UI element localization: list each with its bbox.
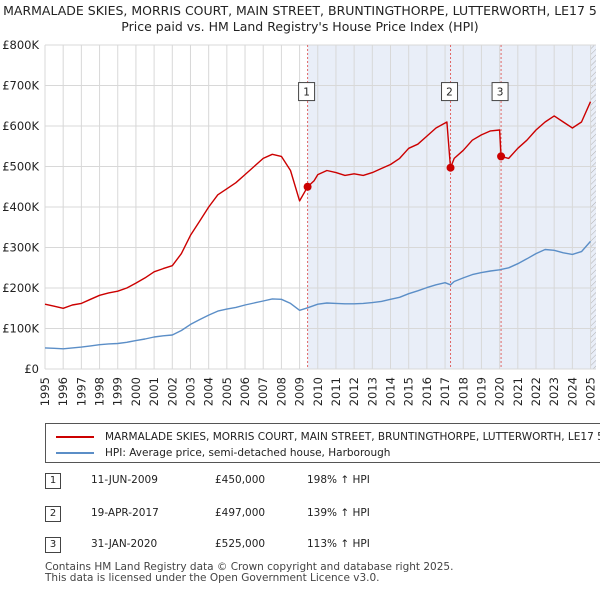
x-tick-label: 2023: [547, 377, 561, 406]
hpi-line: [44, 240, 592, 350]
x-tick-label: 2017: [438, 377, 452, 406]
y-tick-label: £500K: [2, 160, 39, 174]
x-tick-label: 2007: [256, 377, 270, 406]
x-tick-label: 2016: [420, 377, 434, 406]
x-tick-label: 2000: [129, 377, 143, 406]
x-tick-label: 2019: [474, 377, 488, 406]
y-tick-label: £0: [24, 362, 39, 376]
x-tick-label: 2010: [311, 377, 325, 406]
x-tick-label: 2008: [274, 377, 288, 406]
x-tick-label: 2015: [402, 377, 416, 406]
sale-point: [303, 182, 312, 191]
footer-copyright: Contains HM Land Registry data © Crown c…: [45, 561, 454, 573]
table-row: 1 11-JUN-2009 £450,000 198% ↑ HPI: [45, 473, 465, 491]
x-tick-label: 2022: [529, 377, 543, 406]
legend-line-price: [56, 436, 94, 438]
x-tick-label: 2005: [220, 377, 234, 406]
sale-label-box: [441, 82, 459, 102]
x-tick-label: 2024: [565, 377, 579, 406]
price-chart: 1 2 3 £0 £100K £200K £300K £400K £500K £600K £700…: [2, 38, 598, 406]
y-tick-label: £400K: [2, 200, 39, 214]
transaction-hpi: 113% ↑ HPI: [307, 538, 370, 550]
transaction-hpi: 198% ↑ HPI: [307, 474, 370, 486]
x-tick-label: 1997: [74, 377, 88, 406]
x-tick-label: 2002: [165, 377, 179, 406]
sale-points: [303, 152, 506, 191]
legend-line-hpi: [56, 452, 94, 454]
y-tick-label: £700K: [2, 79, 39, 93]
x-tick-label: 2011: [329, 377, 343, 406]
footer-licence: This data is licensed under the Open Gov…: [45, 572, 380, 584]
sale-label-box: [298, 82, 316, 102]
x-tick-label: 2009: [293, 377, 307, 406]
x-tick-label: 1998: [93, 377, 107, 406]
sale-label-number: 3: [497, 87, 504, 99]
x-axis: 1995 1996 1997 1998 1999 2000 2001 2002 2003 2004…: [38, 377, 598, 406]
y-tick-label: £200K: [2, 281, 39, 295]
transaction-badge: 1: [45, 473, 61, 489]
transaction-badge: 3: [45, 537, 61, 553]
sale-point: [446, 163, 455, 172]
legend-item-price: MARMALADE SKIES, MORRIS COURT, MAIN STRE…: [56, 429, 600, 445]
y-tick-label: £800K: [2, 38, 39, 52]
x-tick-label: 2025: [584, 377, 598, 406]
x-tick-label: 2013: [365, 377, 379, 406]
y-axis: £0 £100K £200K £300K £400K £500K £600K £700K £80…: [2, 38, 39, 376]
x-tick-label: 2020: [493, 377, 507, 406]
sale-label-box: [491, 82, 509, 102]
table-row: 3 31-JAN-2020 £525,000 113% ↑ HPI: [45, 537, 465, 555]
x-tick-label: 2018: [456, 377, 470, 406]
table-row: 2 19-APR-2017 £497,000 139% ↑ HPI: [45, 506, 465, 524]
x-tick-label: 2006: [238, 377, 252, 406]
x-tick-label: 1996: [56, 377, 70, 406]
legend-item-hpi: HPI: Average price, semi-detached house,…: [56, 445, 390, 461]
transaction-badge: 2: [45, 506, 61, 522]
transaction-date: 11-JUN-2009: [91, 474, 158, 486]
transaction-price: £497,000: [215, 507, 266, 519]
legend: MARMALADE SKIES, MORRIS COURT, MAIN STRE…: [45, 423, 600, 463]
y-tick-label: £300K: [2, 241, 39, 255]
series: [44, 101, 592, 350]
transaction-price: £525,000: [215, 538, 266, 550]
transaction-date: 19-APR-2017: [91, 507, 159, 519]
transaction-date: 31-JAN-2020: [91, 538, 158, 550]
transaction-price: £450,000: [215, 474, 266, 486]
chart-title-line2: Price paid vs. HM Land Registry's House …: [121, 19, 479, 34]
legend-label-price: MARMALADE SKIES, MORRIS COURT, MAIN STRE…: [105, 431, 600, 443]
x-tick-label: 2001: [147, 377, 161, 406]
sale-label-number: 1: [303, 87, 310, 99]
legend-label-hpi: HPI: Average price, semi-detached house,…: [105, 447, 391, 459]
price-line: [44, 101, 592, 309]
x-tick-label: 2021: [511, 377, 525, 406]
x-tick-label: 2004: [202, 377, 216, 406]
y-tick-label: £100K: [2, 322, 39, 336]
chart-title-line1: MARMALADE SKIES, MORRIS COURT, MAIN STRE…: [3, 3, 597, 18]
sale-label-number: 2: [446, 87, 453, 99]
x-tick-label: 1995: [38, 377, 52, 406]
x-tick-label: 2003: [183, 377, 197, 406]
x-tick-label: 1999: [111, 377, 125, 406]
transaction-hpi: 139% ↑ HPI: [307, 507, 370, 519]
x-tick-label: 2014: [384, 377, 398, 406]
x-tick-label: 2012: [347, 377, 361, 406]
y-tick-label: £600K: [2, 119, 39, 133]
sale-labels: 1 2 3: [298, 82, 509, 102]
sale-point: [497, 152, 506, 161]
